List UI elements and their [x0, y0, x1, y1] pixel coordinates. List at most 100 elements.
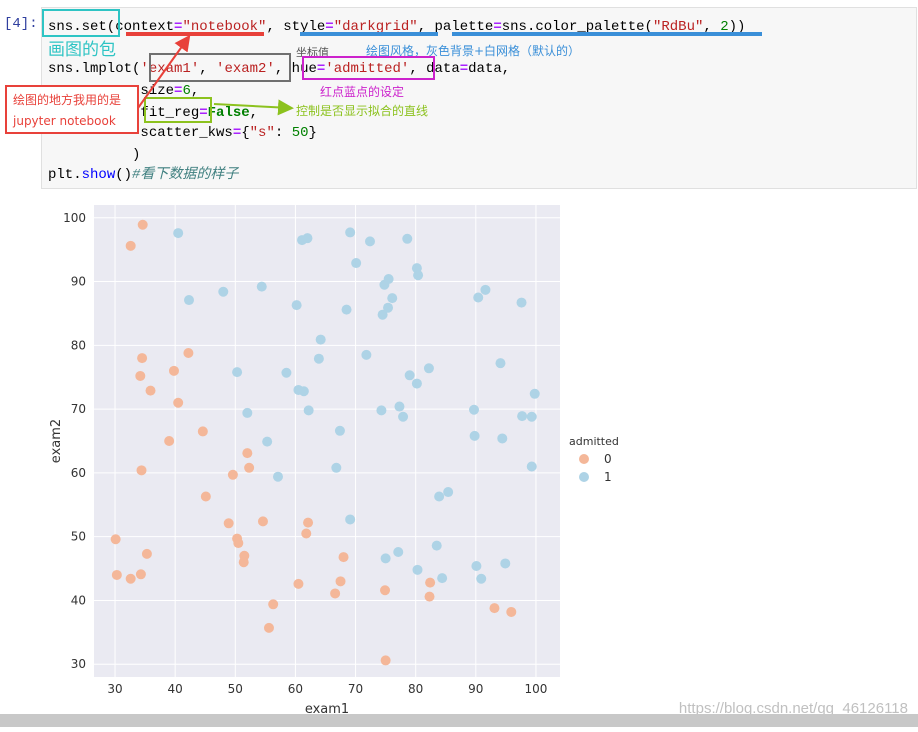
data-point-1 — [526, 461, 537, 472]
data-point-1 — [376, 405, 387, 416]
data-point-0 — [135, 569, 146, 580]
data-point-1 — [242, 407, 253, 418]
data-point-0 — [125, 573, 136, 584]
data-point-1 — [256, 281, 267, 292]
data-point-1 — [404, 370, 415, 381]
x-axis-label: exam1 — [305, 702, 349, 717]
y-tick-label: 60 — [71, 466, 86, 480]
data-point-1 — [443, 487, 454, 498]
horizontal-scrollbar[interactable] — [0, 714, 918, 727]
watermark: https://blog.csdn.net/qq_46126118 — [678, 700, 908, 717]
data-point-1 — [262, 436, 273, 447]
data-point-0 — [137, 353, 148, 364]
data-point-1 — [476, 573, 487, 584]
data-point-1 — [437, 573, 448, 584]
data-point-0 — [330, 588, 341, 599]
data-point-1 — [434, 491, 445, 502]
data-point-1 — [495, 358, 506, 369]
data-point-1 — [402, 233, 413, 244]
data-point-1 — [412, 564, 423, 575]
data-point-0 — [223, 518, 234, 529]
data-point-1 — [516, 297, 527, 308]
data-point-0 — [168, 365, 179, 376]
data-point-1 — [218, 286, 229, 297]
data-point-1 — [423, 363, 434, 374]
data-point-0 — [227, 469, 238, 480]
coords-annotation: 坐标值 — [296, 46, 329, 59]
data-point-1 — [345, 227, 356, 238]
x-tick-label: 90 — [468, 682, 483, 696]
data-point-0 — [200, 491, 211, 502]
data-point-1 — [387, 293, 398, 304]
data-point-1 — [351, 258, 362, 269]
legend-label-1: 1 — [604, 470, 612, 484]
code-line: fit_reg=False, — [140, 105, 259, 121]
y-tick-label: 80 — [71, 338, 86, 352]
plot-output: 30 40 50 60 70 80 90 100 30 40 50 60 70 80 90 100 exam1 e… — [0, 190, 918, 727]
hue-annotation: 红点蓝点的设定 — [320, 85, 405, 99]
data-point-0 — [506, 606, 517, 617]
x-tick-label: 80 — [408, 682, 423, 696]
data-point-0 — [425, 577, 436, 588]
data-point-1 — [383, 273, 394, 284]
code-line: scatter_kws={"s": 50} — [48, 125, 317, 141]
x-tick-label: 40 — [168, 682, 183, 696]
data-point-0 — [145, 385, 156, 396]
data-point-1 — [302, 233, 313, 244]
data-point-1 — [361, 349, 372, 360]
coords-box — [149, 53, 291, 82]
data-point-0 — [263, 622, 274, 633]
data-point-1 — [473, 292, 484, 303]
data-point-1 — [334, 425, 345, 436]
jupyter-annotation: 绘图的地方我用的是 jupyter notebook — [13, 93, 122, 128]
data-point-1 — [380, 553, 391, 564]
data-point-0 — [197, 426, 208, 437]
legend-marker-1 — [579, 472, 589, 482]
y-tick-label: 100 — [63, 211, 86, 225]
data-point-0 — [233, 538, 244, 549]
data-point-1 — [345, 514, 356, 525]
data-point-1 — [315, 334, 326, 345]
y-tick-label: 50 — [71, 530, 86, 544]
x-tick-label: 100 — [524, 682, 547, 696]
y-tick-label: 40 — [71, 593, 86, 607]
data-point-1 — [291, 300, 302, 311]
legend-title: admitted — [569, 435, 619, 448]
package-box — [42, 9, 120, 37]
data-point-1 — [431, 540, 442, 551]
data-point-0 — [303, 517, 314, 528]
jupyter-box — [5, 85, 139, 134]
y-tick-label: 70 — [71, 402, 86, 416]
palette-underline — [452, 32, 762, 36]
data-point-1 — [313, 353, 324, 364]
code-line: ) — [48, 147, 141, 163]
x-tick-label: 50 — [228, 682, 243, 696]
data-point-1 — [529, 388, 540, 399]
data-point-1 — [303, 405, 314, 416]
data-point-1 — [331, 462, 342, 473]
data-point-1 — [393, 546, 404, 557]
data-point-1 — [281, 367, 292, 378]
legend-label-0: 0 — [604, 452, 612, 466]
data-point-0 — [173, 397, 184, 408]
scatter-chart: 30 40 50 60 70 80 90 100 30 40 50 60 70 80 90 100 exam1 e… — [49, 205, 619, 717]
data-point-0 — [293, 578, 304, 589]
data-point-1 — [526, 411, 537, 422]
data-point-0 — [335, 576, 346, 587]
data-point-0 — [257, 516, 268, 527]
package-annotation: 画图的包 — [48, 40, 116, 60]
data-point-1 — [173, 228, 184, 239]
x-tick-label: 70 — [348, 682, 363, 696]
data-point-0 — [111, 569, 122, 580]
data-point-1 — [383, 302, 394, 313]
data-point-1 — [398, 411, 409, 422]
data-point-0 — [183, 347, 194, 358]
data-point-0 — [135, 370, 146, 381]
data-point-1 — [377, 309, 388, 320]
code-line: sns.set(context="notebook", style="darkg… — [48, 19, 746, 35]
cell-prompt: [4]: — [4, 16, 38, 32]
data-point-0 — [489, 603, 500, 614]
data-point-0 — [164, 436, 175, 446]
data-point-0 — [338, 552, 349, 563]
data-point-0 — [244, 462, 255, 473]
